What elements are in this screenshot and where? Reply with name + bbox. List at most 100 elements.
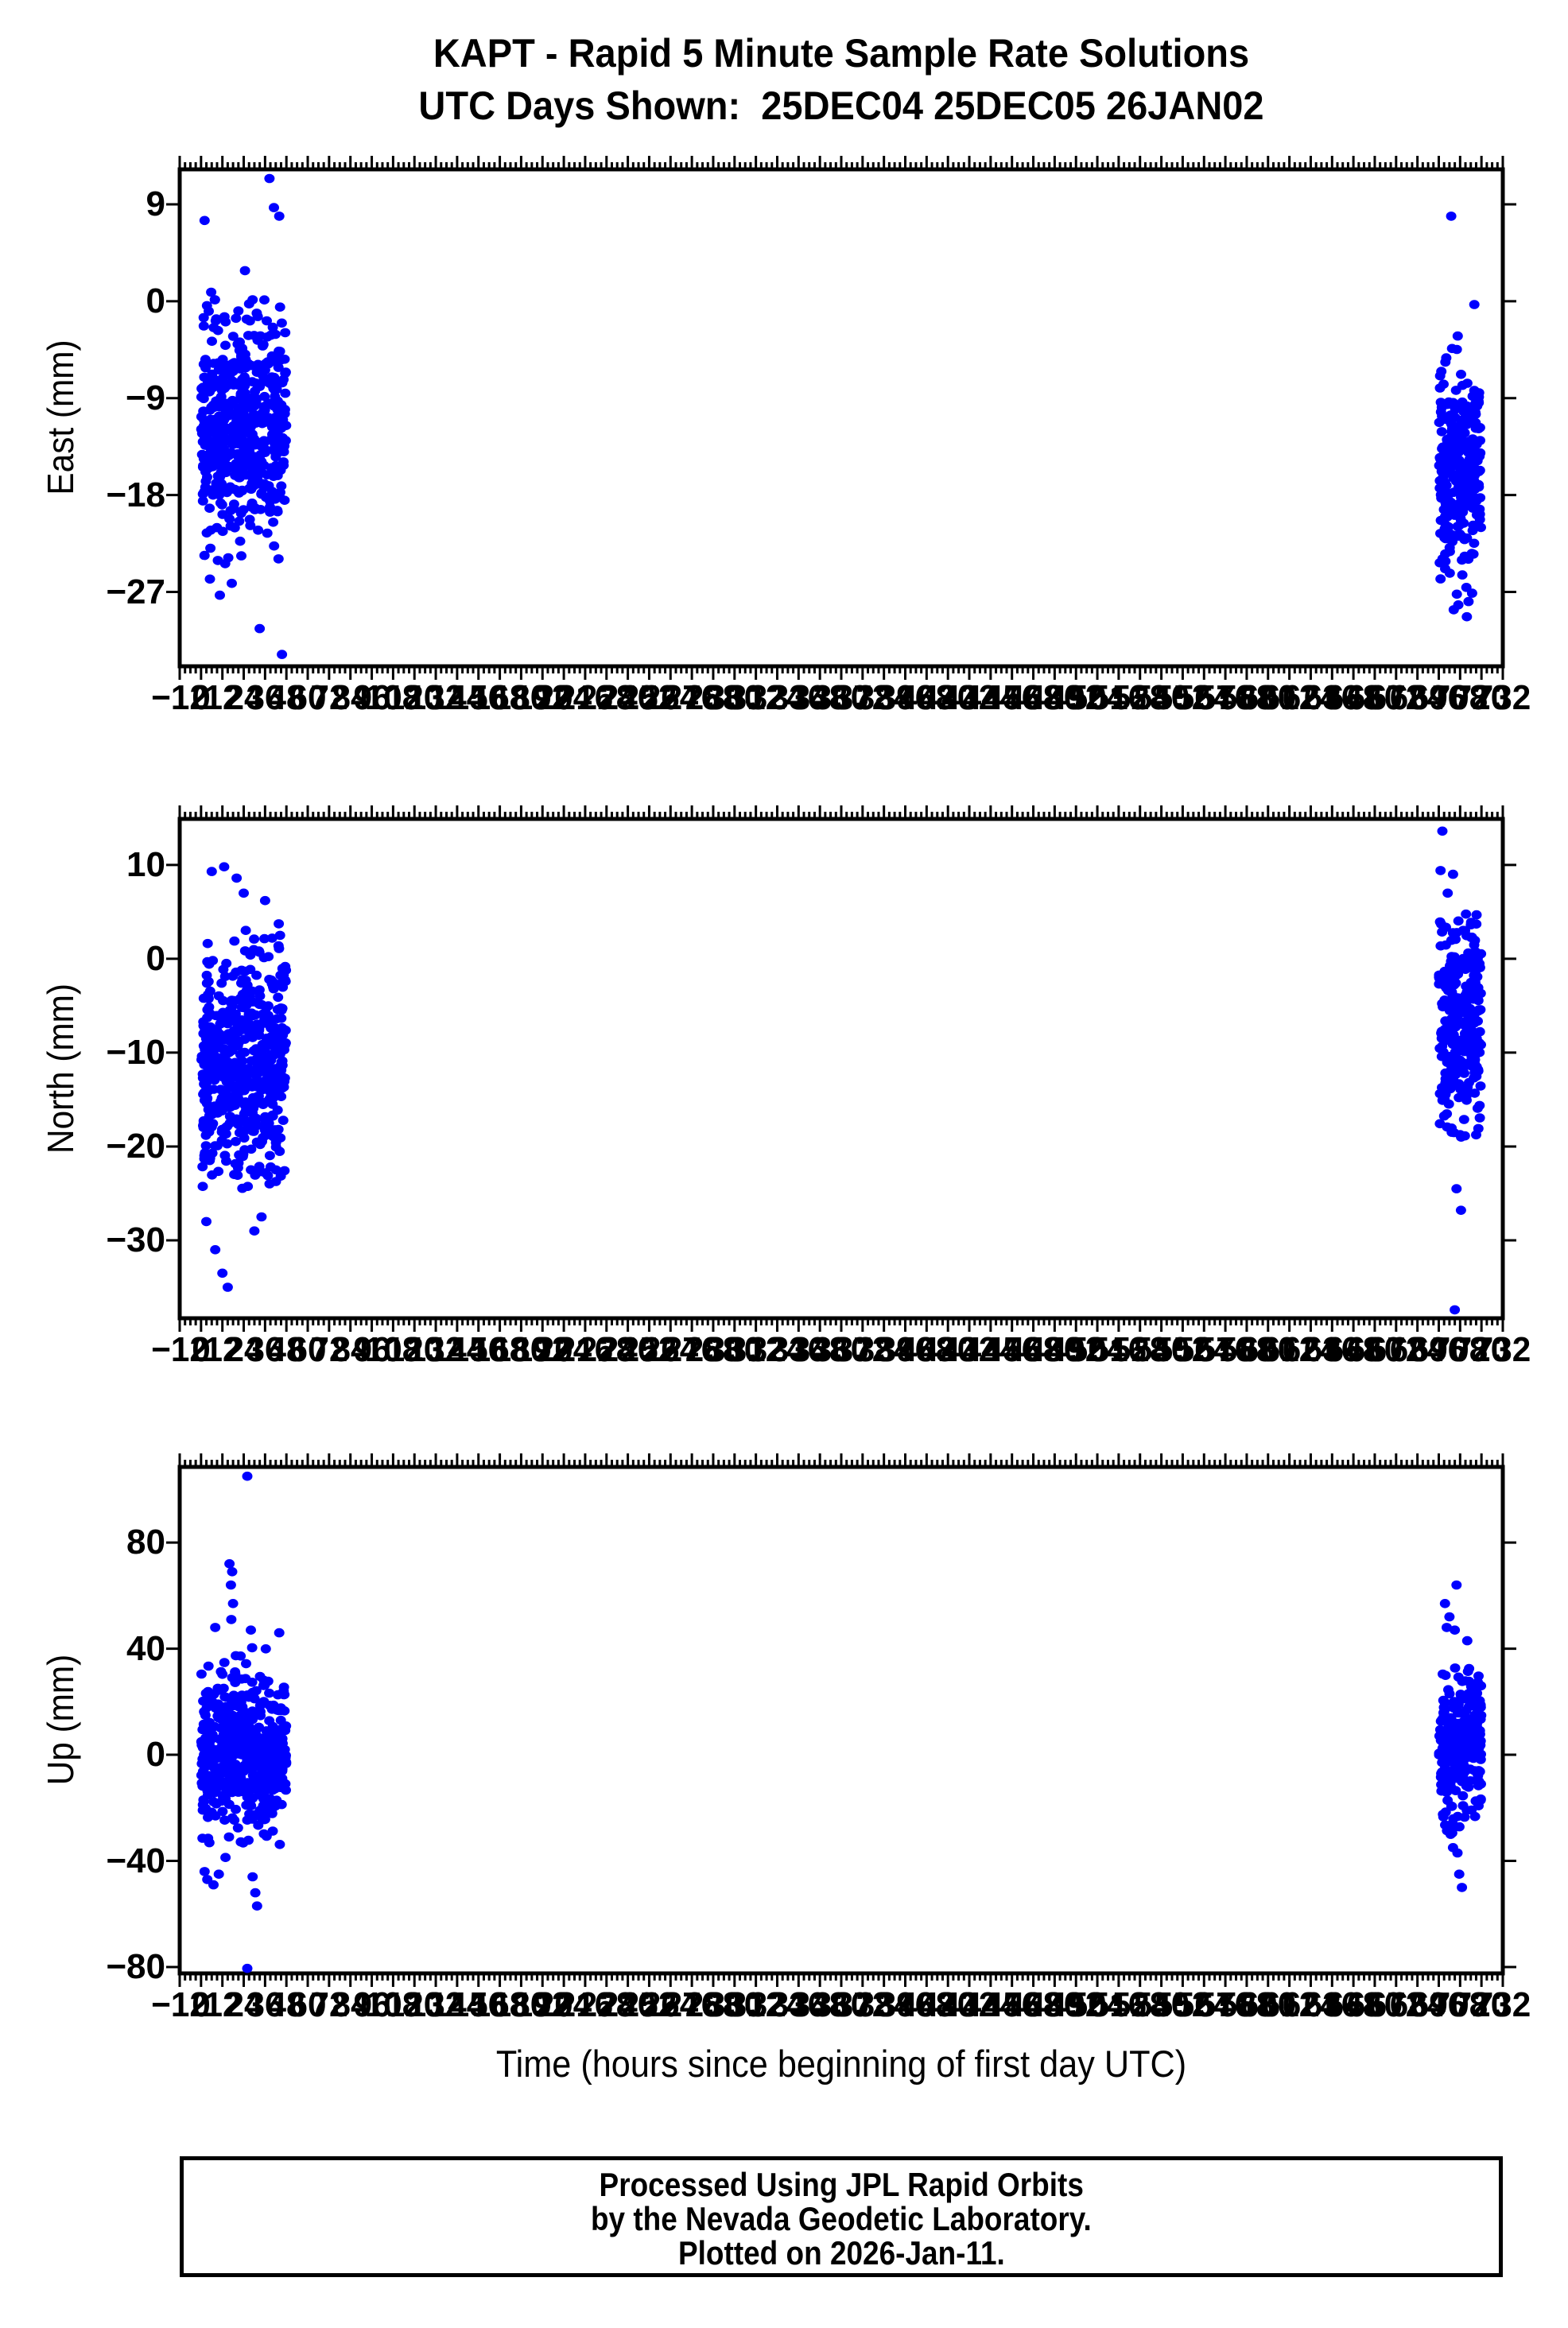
east-ytick-label: 9 bbox=[146, 184, 165, 223]
east-xtick-label: 36 bbox=[246, 678, 284, 717]
up-xtick-label: 612 bbox=[1261, 1985, 1318, 2024]
data-point bbox=[1443, 528, 1454, 537]
outlier-data-point bbox=[226, 1615, 237, 1624]
data-point bbox=[276, 1092, 287, 1101]
east-ytick-label: −9 bbox=[125, 378, 165, 417]
data-point bbox=[252, 461, 263, 471]
data-point bbox=[232, 1717, 243, 1728]
data-point bbox=[231, 1775, 243, 1784]
east-xtick-label: 132 bbox=[407, 678, 464, 717]
data-point bbox=[201, 1078, 212, 1088]
data-point bbox=[221, 381, 232, 391]
north-xtick-label: 372 bbox=[834, 1330, 891, 1369]
north-xtick-label: 552 bbox=[1155, 1330, 1211, 1369]
east-xtick-label: 432 bbox=[941, 678, 998, 717]
north-xtick-label: 468 bbox=[1005, 1330, 1062, 1369]
data-point bbox=[231, 1804, 241, 1814]
up-xtick-label: 720 bbox=[1453, 1985, 1510, 2024]
outlier-data-point bbox=[1444, 1612, 1455, 1622]
data-point bbox=[201, 301, 212, 311]
data-point bbox=[223, 360, 234, 371]
data-point bbox=[1448, 487, 1459, 498]
data-point bbox=[203, 1729, 214, 1739]
data-point bbox=[276, 318, 287, 328]
data-point bbox=[280, 436, 291, 445]
up-xtick-label: 96 bbox=[353, 1985, 391, 2024]
data-point bbox=[268, 383, 279, 394]
data-point bbox=[1454, 1822, 1465, 1832]
data-point bbox=[1443, 462, 1454, 472]
data-point bbox=[251, 394, 262, 404]
data-point bbox=[270, 1132, 281, 1143]
data-point bbox=[1450, 1663, 1461, 1673]
data-point bbox=[264, 1688, 275, 1698]
data-point bbox=[1467, 526, 1478, 536]
data-point bbox=[204, 1002, 215, 1012]
east-xtick-label: 516 bbox=[1090, 678, 1147, 717]
east-xtick-label: 540 bbox=[1133, 678, 1190, 717]
data-point bbox=[1457, 401, 1468, 410]
up-xtick-label: 624 bbox=[1283, 1985, 1339, 2024]
east-xtick-label: 408 bbox=[898, 678, 955, 717]
east-xtick-label: −12 bbox=[151, 678, 208, 717]
data-point bbox=[252, 1744, 263, 1754]
up-xtick-label: 60 bbox=[289, 1985, 327, 2024]
up-xtick-label: 120 bbox=[386, 1985, 443, 2024]
east-xtick-label: 144 bbox=[429, 678, 486, 717]
data-point bbox=[199, 437, 210, 447]
north-xtick-label: 492 bbox=[1047, 1330, 1104, 1369]
data-point bbox=[263, 1071, 274, 1081]
data-point bbox=[203, 1779, 214, 1789]
outlier-data-point bbox=[1451, 1184, 1462, 1193]
data-point bbox=[1446, 1064, 1457, 1073]
north-frame bbox=[177, 817, 1505, 1321]
data-point bbox=[254, 1722, 265, 1732]
data-point bbox=[212, 1108, 223, 1118]
data-point bbox=[240, 925, 251, 935]
outlier-data-point bbox=[269, 203, 279, 212]
data-point bbox=[270, 1801, 281, 1811]
data-point bbox=[234, 340, 245, 349]
data-point bbox=[215, 1666, 227, 1677]
up-xtick-label: 516 bbox=[1090, 1985, 1147, 2024]
east-xtick-label: 612 bbox=[1261, 678, 1318, 717]
data-point bbox=[219, 972, 231, 981]
outlier-data-point bbox=[1455, 1205, 1466, 1215]
north-xtick-label: 108 bbox=[365, 1330, 421, 1369]
up-xtick-label: 732 bbox=[1474, 1985, 1531, 2024]
data-point bbox=[208, 400, 219, 410]
data-point bbox=[207, 369, 218, 379]
data-point bbox=[1442, 1122, 1453, 1132]
data-point bbox=[247, 295, 258, 305]
up-xtick-label: 0 bbox=[192, 1985, 211, 2024]
east-xtick-label: 684 bbox=[1389, 678, 1446, 717]
data-point bbox=[272, 471, 283, 480]
data-point bbox=[1451, 928, 1462, 937]
up-xtick-label: 504 bbox=[1069, 1985, 1126, 2024]
data-point bbox=[254, 1752, 266, 1761]
data-point bbox=[199, 1088, 210, 1097]
data-point bbox=[261, 1762, 271, 1771]
data-point bbox=[229, 1815, 240, 1826]
data-point bbox=[228, 503, 239, 514]
outlier-data-point bbox=[259, 895, 270, 906]
data-point bbox=[232, 1823, 243, 1833]
east-ytick-label: −27 bbox=[106, 572, 165, 611]
data-point bbox=[280, 388, 291, 398]
data-point bbox=[1438, 379, 1449, 390]
data-point bbox=[266, 1093, 277, 1104]
up-xtick-label: 372 bbox=[834, 1985, 891, 2024]
data-point bbox=[1457, 570, 1468, 580]
data-point bbox=[1473, 1123, 1484, 1134]
data-point bbox=[1469, 538, 1480, 549]
data-point bbox=[265, 496, 276, 506]
attribution-line-1: Processed Using JPL Rapid Orbits bbox=[599, 2166, 1084, 2203]
data-point bbox=[1474, 514, 1485, 525]
north-xtick-label: 408 bbox=[898, 1330, 955, 1369]
data-point bbox=[252, 336, 263, 345]
data-point bbox=[258, 1681, 269, 1690]
data-point bbox=[220, 1059, 231, 1069]
data-point bbox=[1474, 1729, 1485, 1739]
data-point bbox=[243, 1778, 254, 1788]
data-point bbox=[257, 1065, 267, 1075]
